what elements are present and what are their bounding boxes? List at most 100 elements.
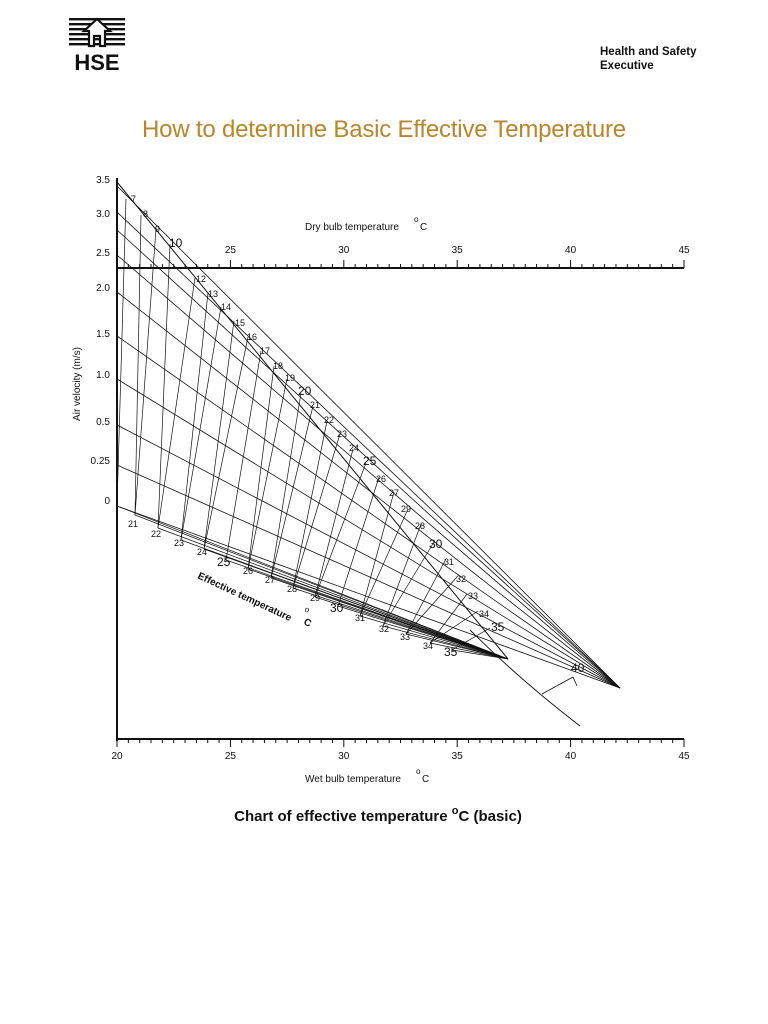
et-upper-label: 8 xyxy=(143,209,148,219)
velocity-curve xyxy=(116,254,621,689)
et-upper-label: 7 xyxy=(131,194,136,204)
et-upper-label: 22 xyxy=(324,415,334,425)
et-unit-degree: o xyxy=(303,605,311,615)
caption-degree: o xyxy=(451,805,459,817)
effective-temperature-line xyxy=(429,610,479,644)
velocity-curve xyxy=(116,211,621,689)
wet-bulb-tick-label: 30 xyxy=(338,751,350,762)
et-upper-label: 14 xyxy=(221,302,231,312)
air-velocity-tick-label: 1.0 xyxy=(96,370,110,381)
effective-temperature-ray xyxy=(157,527,509,660)
air-velocity-tick-label: 0 xyxy=(104,496,110,507)
wet-bulb-tick-label: 20 xyxy=(111,751,123,762)
effective-temperature-line xyxy=(134,228,157,516)
effective-temperature-line xyxy=(292,433,341,589)
chart-axes xyxy=(116,178,685,747)
wet-bulb-tick-label: 40 xyxy=(565,751,577,762)
et-lower-label: 35 xyxy=(444,645,458,659)
effective-temperature-line xyxy=(180,292,209,541)
et-upper-label: 19 xyxy=(285,373,295,383)
effective-temperature-ray xyxy=(203,548,509,660)
effective-temperature-line xyxy=(292,420,328,589)
effective-temperature-ray xyxy=(270,577,509,660)
air-velocity-tick-label: 3.5 xyxy=(96,175,110,186)
et-lower-label: 26 xyxy=(243,566,253,576)
bracket-line xyxy=(541,676,574,695)
dry-bulb-tick-label: 40 xyxy=(565,245,577,256)
effective-temperature-ray xyxy=(382,625,509,660)
et-upper-label: 9 xyxy=(155,224,160,234)
effective-temperature-ray xyxy=(359,615,509,660)
et-upper-label: 15 xyxy=(235,318,245,328)
et-upper-label: 34 xyxy=(479,609,489,619)
velocity-curve xyxy=(116,291,621,689)
effective-temperature-line xyxy=(157,277,196,529)
effective-temperature-line xyxy=(337,476,380,607)
wet-bulb-unit-degree: o xyxy=(416,767,421,776)
effective-temperature-line xyxy=(225,350,262,561)
et-upper-label: 29 xyxy=(401,504,411,514)
et-lower-label: 32 xyxy=(379,624,389,634)
chart-labels: 25 30 35 40 45 20 25 30 35 40 45 Dry bulb temperatu… xyxy=(72,175,690,785)
et-upper-label: 25 xyxy=(363,454,377,468)
velocity-curve xyxy=(116,335,621,689)
effective-temperature-line xyxy=(382,523,422,627)
et-lower-label: 21 xyxy=(128,519,138,529)
logo-text: HSE xyxy=(74,50,119,74)
et-upper-label: 12 xyxy=(196,274,206,284)
wet-bulb-tick-label: 45 xyxy=(678,751,690,762)
et-upper-label: 35 xyxy=(491,620,505,634)
effective-temperature-line xyxy=(429,593,468,644)
dry-bulb-tick-label: 25 xyxy=(225,245,237,256)
dry-bulb-tick-label: 45 xyxy=(678,245,690,256)
effective-temperature-line xyxy=(359,508,409,617)
dry-bulb-tick-label: 30 xyxy=(338,245,350,256)
et-upper-label: 26 xyxy=(376,474,386,484)
wet-bulb-tick-label: 35 xyxy=(452,751,464,762)
envelope-line xyxy=(116,181,509,660)
effective-temperature-line xyxy=(270,405,314,579)
et-upper-label: 32 xyxy=(456,574,466,584)
air-velocity-tick-label: 2.0 xyxy=(96,283,110,294)
et-unit: C xyxy=(302,617,313,630)
velocity-curve xyxy=(116,464,621,689)
effective-temperature-ray xyxy=(134,514,509,660)
velocity-curve xyxy=(116,229,621,689)
dry-bulb-tick-label: 35 xyxy=(452,245,464,256)
et-lower-label: 34 xyxy=(423,641,433,651)
et-upper-label: 17 xyxy=(260,346,270,356)
effective-temperature-line xyxy=(247,365,275,570)
air-velocity-tick-label: 2.5 xyxy=(96,248,110,259)
et-upper-label: 10 xyxy=(169,236,183,250)
et-lower-label: 29 xyxy=(310,593,320,603)
effective-temperature-line xyxy=(314,462,367,598)
org-line-2: Executive xyxy=(600,60,654,72)
effective-temperature-chart: 25 30 35 40 45 20 25 30 35 40 45 Dry bulb temperatu… xyxy=(72,175,690,785)
effective-temperature-line xyxy=(203,320,235,550)
et-lower-label: 22 xyxy=(151,529,161,539)
effective-temperature-ray xyxy=(405,633,509,660)
lower-envelope-curve xyxy=(469,629,581,727)
dry-bulb-axis-title: Dry bulb temperature xyxy=(305,222,399,233)
hse-logo: HSE xyxy=(66,16,128,74)
effective-temperature-line xyxy=(116,198,127,507)
et-upper-label: 21 xyxy=(310,400,320,410)
effective-temperature-ray xyxy=(337,605,509,660)
page-title: How to determine Basic Effective Tempera… xyxy=(142,116,626,143)
et-upper-label: 33 xyxy=(468,591,478,601)
et-upper-label: 13 xyxy=(208,289,218,299)
et-upper-label: 23 xyxy=(337,429,347,439)
et-lower-label: 33 xyxy=(400,632,410,642)
chart-caption: Chart of effective temperature oC (basic… xyxy=(0,805,756,825)
bracket-line xyxy=(572,676,578,687)
effective-temperature-ray xyxy=(451,649,509,660)
et-lower-label: 24 xyxy=(197,547,207,557)
et-lower-label: 23 xyxy=(174,538,184,548)
et-upper-label: 18 xyxy=(273,361,283,371)
effective-temperature-line xyxy=(451,627,491,651)
air-velocity-tick-label: 0.5 xyxy=(96,417,110,428)
air-velocity-tick-label: 1.5 xyxy=(96,329,110,340)
caption-tail: C (basic) xyxy=(458,808,522,825)
air-velocity-axis-title: Air velocity (m/s) xyxy=(72,347,83,421)
effective-temperature-line xyxy=(203,336,249,550)
